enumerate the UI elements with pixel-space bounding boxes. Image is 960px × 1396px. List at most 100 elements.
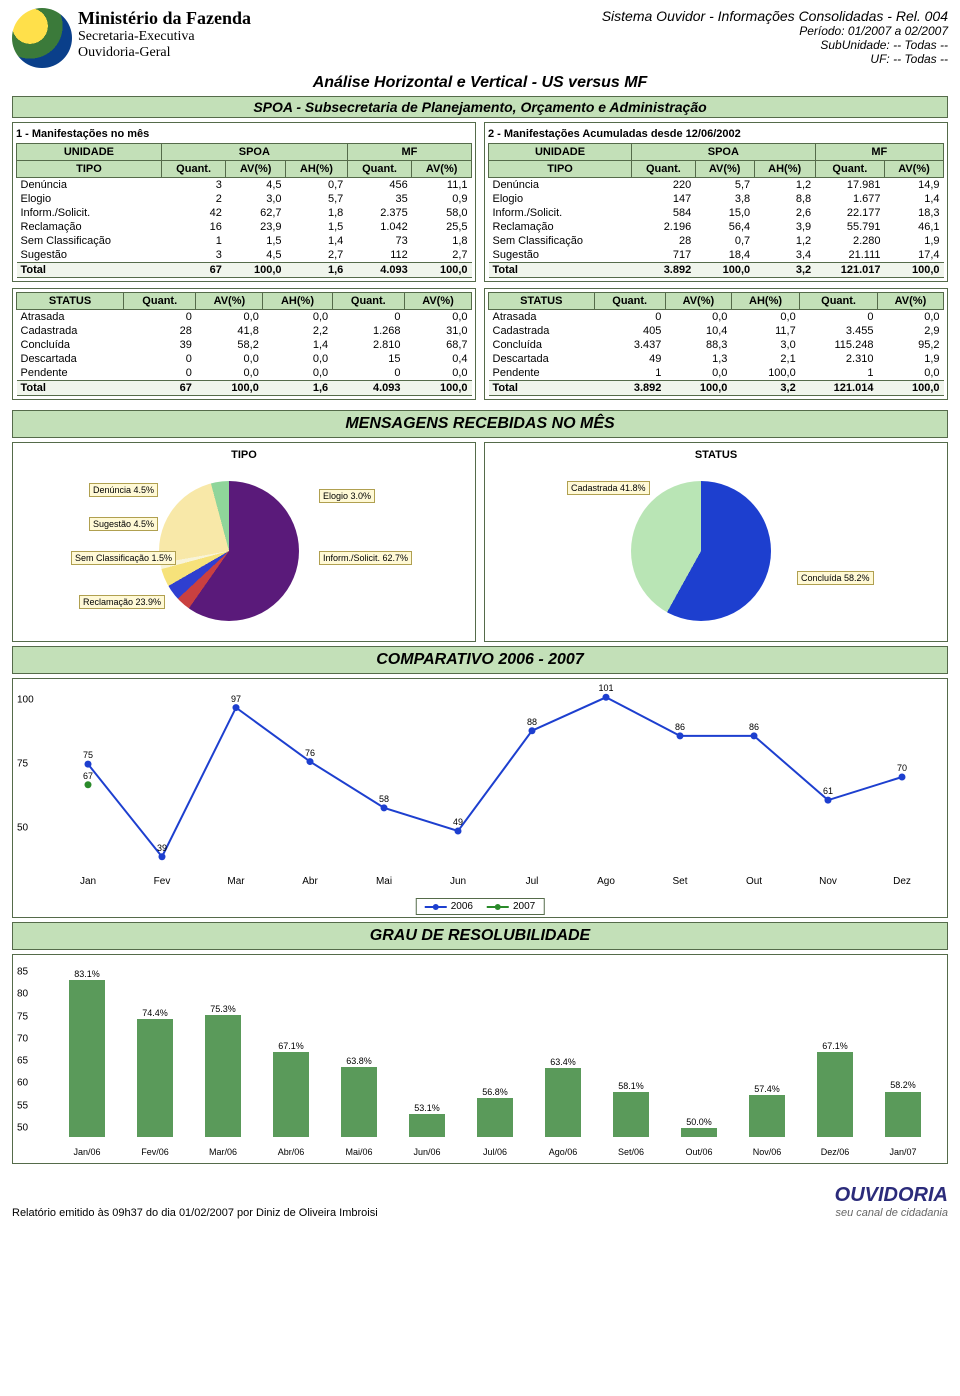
bar bbox=[205, 1015, 241, 1137]
point-label: 88 bbox=[527, 717, 537, 727]
pie-callout: Elogio 3.0% bbox=[319, 489, 375, 503]
bar-label: 57.4% bbox=[754, 1084, 780, 1094]
bar bbox=[817, 1052, 853, 1137]
bar-label: 50.0% bbox=[686, 1117, 712, 1127]
point-label: 61 bbox=[823, 786, 833, 796]
line-legend: 2006 2007 bbox=[416, 898, 545, 915]
status-acum-table: STATUS Quant. AV(%) AH(%) Quant. AV(%) A… bbox=[488, 292, 944, 396]
bar bbox=[273, 1052, 309, 1137]
bar-label: 74.4% bbox=[142, 1008, 168, 1018]
table-row: Cadastrada2841,82,21.26831,0 bbox=[17, 324, 472, 338]
table-row: Reclamação1623,91,51.04225,5 bbox=[17, 220, 472, 234]
table-row: Denúncia34,50,745611,1 bbox=[17, 178, 472, 193]
table-row: Atrasada00,00,000,0 bbox=[489, 310, 944, 325]
point-label: 86 bbox=[675, 722, 685, 732]
th-spoa: SPOA bbox=[161, 144, 347, 161]
pie-tipo-title: TIPO bbox=[19, 449, 469, 461]
bar-label: 58.1% bbox=[618, 1081, 644, 1091]
bar-label: 83.1% bbox=[74, 969, 100, 979]
th-mf: MF bbox=[347, 144, 471, 161]
point-label: 39 bbox=[157, 843, 167, 853]
pie-callout: Sugestão 4.5% bbox=[89, 517, 158, 531]
table-row: Atrasada00,00,000,0 bbox=[17, 310, 472, 325]
org-line2: Secretaria-Executiva bbox=[78, 29, 251, 45]
subunit-bar: SPOA - Subsecretaria de Planejamento, Or… bbox=[12, 96, 948, 118]
status-acum-panel: STATUS Quant. AV(%) AH(%) Quant. AV(%) A… bbox=[484, 288, 948, 400]
pie-callout: Denúncia 4.5% bbox=[89, 483, 158, 497]
table-row: Denúncia2205,71,217.98114,9 bbox=[489, 178, 944, 193]
grau-bar: GRAU DE RESOLUBILIDADE bbox=[12, 922, 948, 950]
bar-chart: 5055606570758085 Jan/06Fev/06Mar/06Abr/0… bbox=[12, 954, 948, 1164]
crest-icon bbox=[12, 8, 72, 68]
bar-label: 63.4% bbox=[550, 1057, 576, 1067]
point-label: 76 bbox=[305, 748, 315, 758]
pie-callout: Reclamação 23.9% bbox=[79, 595, 165, 609]
tipo-mes-panel: 1 - Manifestações no mês UNIDADE SPOA MF… bbox=[12, 122, 476, 282]
th-unidade: UNIDADE bbox=[17, 144, 162, 161]
table-row: Descartada00,00,0150,4 bbox=[17, 352, 472, 366]
bar bbox=[681, 1128, 717, 1137]
point-label: 75 bbox=[83, 750, 93, 760]
table-row: Sem Classificação280,71,22.2801,9 bbox=[489, 234, 944, 248]
bar-label: 56.8% bbox=[482, 1087, 508, 1097]
main-title: Análise Horizontal e Vertical - US versu… bbox=[12, 74, 948, 92]
mensagens-bar: MENSAGENS RECEBIDAS NO MÊS bbox=[12, 410, 948, 438]
report-header: Ministério da Fazenda Secretaria-Executi… bbox=[12, 8, 948, 68]
org-block: Ministério da Fazenda Secretaria-Executi… bbox=[12, 8, 251, 68]
pie-callout: Inform./Solicit. 62.7% bbox=[319, 551, 412, 565]
status-mes-table: STATUS Quant. AV(%) AH(%) Quant. AV(%) A… bbox=[16, 292, 472, 396]
pie-tipo bbox=[159, 481, 299, 621]
table-row: Sem Classificação11,51,4731,8 bbox=[17, 234, 472, 248]
tipo-mes-table: UNIDADE SPOA MF TIPO Quant. AV(%) AH(%) … bbox=[16, 143, 472, 278]
sec2-label: 2 - Manifestações Acumuladas desde 12/06… bbox=[488, 128, 944, 140]
table-row: Descartada491,32,12.3101,9 bbox=[489, 352, 944, 366]
pie-status-box: STATUS Cadastrada 41.8%Concluída 58.2% bbox=[484, 442, 948, 642]
bar bbox=[885, 1092, 921, 1138]
point-label: 67 bbox=[83, 771, 93, 781]
bar bbox=[137, 1019, 173, 1137]
comparativo-bar: COMPARATIVO 2006 - 2007 bbox=[12, 646, 948, 674]
bar bbox=[477, 1098, 513, 1137]
uf: UF: -- Todas -- bbox=[602, 52, 948, 66]
sec1-label: 1 - Manifestações no mês bbox=[16, 128, 472, 140]
line-chart: 5075100 JanFevMarAbrMaiJunJulAgoSetOutNo… bbox=[12, 678, 948, 918]
header-meta: Sistema Ouvidor - Informações Consolidad… bbox=[602, 8, 948, 66]
point-label: 49 bbox=[453, 817, 463, 827]
point-label: 86 bbox=[749, 722, 759, 732]
bar bbox=[749, 1095, 785, 1137]
pie-callout: Cadastrada 41.8% bbox=[567, 481, 650, 495]
ouvidoria-logo: OUVIDORIA seu canal de cidadania bbox=[835, 1184, 948, 1219]
point-label: 58 bbox=[379, 794, 389, 804]
status-mes-panel: STATUS Quant. AV(%) AH(%) Quant. AV(%) A… bbox=[12, 288, 476, 400]
pie-tipo-box: TIPO Denúncia 4.5% Sugestão 4.5% Sem Class… bbox=[12, 442, 476, 642]
table-row: Concluída3.43788,33,0115.24895,2 bbox=[489, 338, 944, 352]
pie-status bbox=[631, 481, 771, 621]
bar-label: 75.3% bbox=[210, 1004, 236, 1014]
bar bbox=[69, 980, 105, 1137]
table-row: Inform./Solicit.4262,71,82.37558,0 bbox=[17, 206, 472, 220]
table-row: Elogio1473,88,81.6771,4 bbox=[489, 192, 944, 206]
point-label: 70 bbox=[897, 763, 907, 773]
org-line1: Ministério da Fazenda bbox=[78, 8, 251, 29]
table-row: Sugestão71718,43,421.11117,4 bbox=[489, 248, 944, 263]
table-row: Elogio23,05,7350,9 bbox=[17, 192, 472, 206]
periodo: Período: 01/2007 a 02/2007 bbox=[602, 24, 948, 38]
subunidade: SubUnidade: -- Todas -- bbox=[602, 38, 948, 52]
bar-label: 58.2% bbox=[890, 1080, 916, 1090]
bar bbox=[613, 1092, 649, 1137]
table-row: Cadastrada40510,411,73.4552,9 bbox=[489, 324, 944, 338]
bar-label: 53.1% bbox=[414, 1103, 440, 1113]
bar bbox=[341, 1067, 377, 1137]
pie-status-title: STATUS bbox=[491, 449, 941, 461]
bar bbox=[545, 1068, 581, 1137]
point-label: 101 bbox=[598, 683, 613, 693]
bar-label: 67.1% bbox=[822, 1041, 848, 1051]
tipo-acum-panel: 2 - Manifestações Acumuladas desde 12/06… bbox=[484, 122, 948, 282]
pie-callout: Sem Classificação 1.5% bbox=[71, 551, 176, 565]
table-row: Concluída3958,21,42.81068,7 bbox=[17, 338, 472, 352]
bar-label: 63.8% bbox=[346, 1056, 372, 1066]
org-line3: Ouvidoria-Geral bbox=[78, 45, 251, 61]
point-label: 97 bbox=[231, 694, 241, 704]
table-row: Sugestão34,52,71122,7 bbox=[17, 248, 472, 263]
bar-label: 67.1% bbox=[278, 1041, 304, 1051]
